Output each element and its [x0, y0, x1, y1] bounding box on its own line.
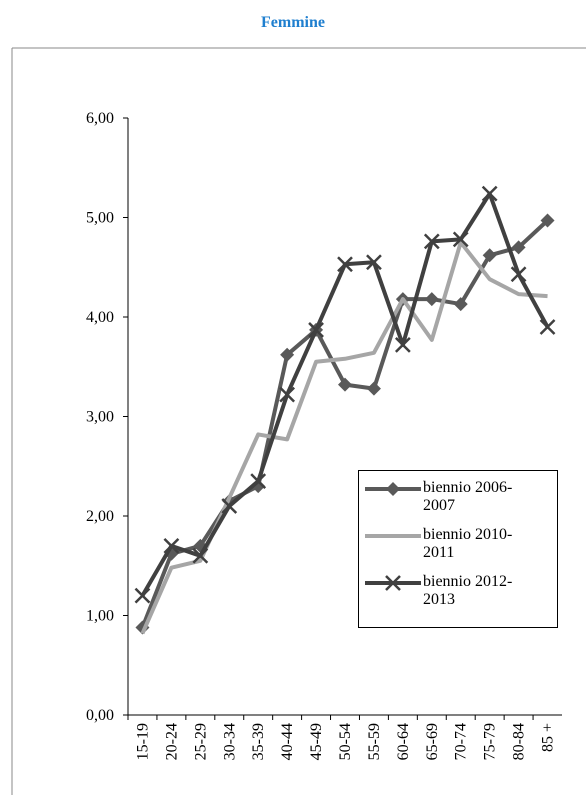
x-tick-label: 55-59 — [366, 723, 383, 760]
legend-label: biennio 2012-2013 — [423, 573, 513, 608]
marker — [134, 587, 151, 604]
legend-label: biennio 2006-2007 — [423, 479, 513, 514]
marker — [540, 213, 555, 228]
marker — [481, 185, 498, 202]
x-tick-label: 40-44 — [279, 723, 296, 760]
marker — [423, 233, 440, 250]
marker — [482, 248, 497, 263]
marker — [366, 254, 382, 271]
y-tick-label: 4,00 — [86, 309, 114, 326]
marker — [394, 336, 411, 353]
x-tick-label: 30-34 — [221, 723, 238, 760]
legend-label: biennio 2010-2011 — [423, 526, 513, 561]
x-tick-label: 25-29 — [192, 723, 209, 760]
marker — [163, 537, 180, 554]
marker — [251, 479, 266, 494]
y-tick-label: 6,00 — [86, 110, 114, 127]
legend-marker — [385, 575, 401, 591]
legend-swatch — [365, 482, 421, 496]
y-tick-label: 5,00 — [86, 210, 114, 227]
marker — [511, 240, 526, 255]
marker — [510, 266, 527, 283]
legend-swatch — [365, 575, 421, 591]
marker — [539, 319, 556, 335]
y-tick-label: 0,00 — [86, 707, 114, 724]
marker — [338, 377, 352, 392]
x-tick-label: 20-24 — [163, 723, 180, 760]
marker — [279, 386, 296, 403]
legend-swatch — [365, 534, 421, 538]
x-tick-label: 15-19 — [134, 723, 151, 760]
x-tick-label: 35-39 — [250, 723, 267, 760]
x-tick-label: 60-64 — [395, 723, 412, 760]
x-tick-label: 85 + — [540, 723, 557, 752]
marker — [221, 498, 238, 514]
marker — [250, 473, 267, 490]
marker — [366, 381, 381, 396]
y-tick-label: 3,00 — [86, 409, 114, 426]
chart-title: Femmine — [261, 14, 325, 31]
marker — [280, 347, 295, 362]
legend-item: biennio 2010-2011 — [363, 526, 553, 573]
legend-item: biennio 2006-2007 — [363, 479, 553, 526]
x-tick-label: 65-69 — [424, 723, 441, 760]
marker — [452, 231, 469, 248]
marker — [424, 292, 439, 307]
x-tick-label: 45-49 — [308, 723, 325, 760]
marker — [308, 322, 324, 338]
x-tick-label: 80-84 — [511, 723, 528, 760]
x-tick-label: 50-54 — [337, 723, 354, 760]
legend: biennio 2006-2007 biennio 2010-2011 bienni… — [358, 470, 558, 628]
legend-marker — [386, 482, 400, 496]
marker — [337, 256, 353, 273]
x-tick-label: 70-74 — [453, 723, 470, 760]
legend-item: biennio 2012-2013 — [363, 573, 553, 620]
marker — [453, 297, 468, 312]
x-tick-label: 75-79 — [482, 723, 499, 760]
y-tick-label: 2,00 — [86, 508, 114, 525]
marker — [192, 547, 209, 564]
y-tick-label: 1,00 — [86, 608, 114, 625]
